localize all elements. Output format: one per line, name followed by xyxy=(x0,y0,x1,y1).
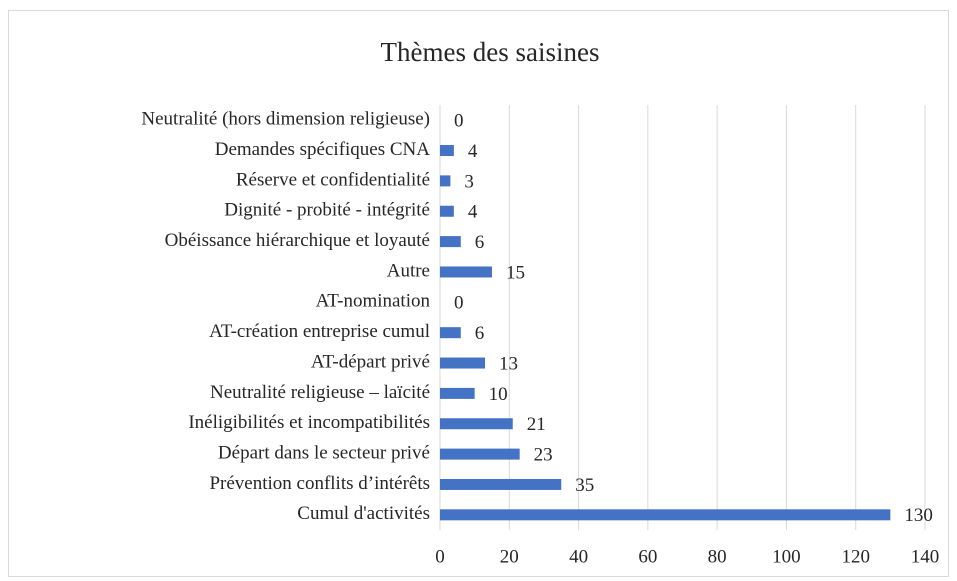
bar xyxy=(440,357,486,369)
y-tick-label: Neutralité religieuse – laïcité xyxy=(210,382,430,403)
x-tick-label: 60 xyxy=(638,546,657,567)
bar xyxy=(440,509,891,521)
bar xyxy=(440,205,454,217)
y-tick-label: Obéissance hiérarchique et loyauté xyxy=(165,230,430,251)
y-tick-label: Prévention conflits d’intérêts xyxy=(209,473,430,494)
y-tick-label: Cumul d'activités xyxy=(297,503,430,524)
y-tick-label: AT-nomination xyxy=(316,291,431,312)
y-tick-label: AT-création entreprise cumul xyxy=(209,321,430,342)
bar xyxy=(440,145,454,157)
data-label: 23 xyxy=(534,444,553,465)
data-label: 13 xyxy=(499,353,518,374)
y-tick-label: Neutralité (hors dimension religieuse) xyxy=(141,109,430,130)
chart-title: Thèmes des saisines xyxy=(381,37,600,67)
bar xyxy=(440,478,562,490)
bar xyxy=(440,236,461,248)
bar xyxy=(440,266,492,278)
bar xyxy=(440,327,461,339)
y-tick-label: Autre xyxy=(387,260,430,281)
x-tick-label: 80 xyxy=(708,546,727,567)
data-label: 130 xyxy=(904,505,933,526)
data-label: 15 xyxy=(506,262,525,283)
chart-border xyxy=(8,10,949,577)
data-label: 3 xyxy=(464,171,474,192)
bar xyxy=(440,418,513,430)
data-label: 10 xyxy=(489,384,508,405)
data-label: 0 xyxy=(454,111,464,132)
y-tick-label: Inéligibilités et incompatibilités xyxy=(188,412,430,433)
x-tick-label: 100 xyxy=(772,546,801,567)
y-tick-label: Dignité - probité - intégrité xyxy=(224,200,430,221)
data-label: 0 xyxy=(454,293,464,314)
data-label: 4 xyxy=(468,202,478,223)
x-tick-label: 0 xyxy=(435,546,445,567)
bar xyxy=(440,448,520,460)
y-tick-label: AT-départ privé xyxy=(311,351,430,372)
bar xyxy=(440,175,451,187)
x-tick-label: 120 xyxy=(841,546,870,567)
y-tick-label: Réserve et confidentialité xyxy=(236,169,430,190)
x-tick-label: 140 xyxy=(911,546,940,567)
y-tick-label: Départ dans le secteur privé xyxy=(218,442,430,463)
x-tick-label: 40 xyxy=(569,546,588,567)
data-label: 6 xyxy=(475,323,485,344)
data-label: 21 xyxy=(527,414,546,435)
y-tick-label: Demandes spécifiques CNA xyxy=(215,139,431,160)
bar xyxy=(440,387,475,399)
data-label: 4 xyxy=(468,141,478,162)
data-label: 6 xyxy=(475,232,485,253)
data-label: 35 xyxy=(575,475,594,496)
x-tick-label: 20 xyxy=(500,546,519,567)
